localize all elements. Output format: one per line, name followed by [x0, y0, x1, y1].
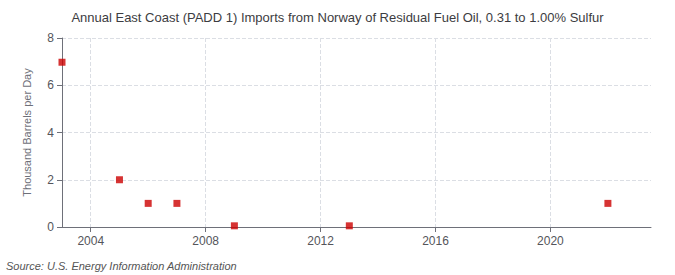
- svg-text:6: 6: [47, 78, 54, 92]
- svg-text:2020: 2020: [537, 234, 564, 248]
- svg-text:2016: 2016: [422, 234, 449, 248]
- svg-text:0: 0: [47, 220, 54, 234]
- svg-text:Annual East Coast (PADD 1) Imp: Annual East Coast (PADD 1) Imports from …: [71, 10, 604, 25]
- svg-text:Thousand Barrels per Day: Thousand Barrels per Day: [21, 68, 33, 197]
- svg-text:4: 4: [47, 126, 54, 140]
- svg-text:2012: 2012: [307, 234, 334, 248]
- svg-text:Source: U.S. Energy Informatio: Source: U.S. Energy Information Administ…: [6, 260, 237, 272]
- svg-text:2008: 2008: [192, 234, 219, 248]
- svg-text:2: 2: [47, 173, 54, 187]
- svg-text:8: 8: [47, 31, 54, 45]
- svg-text:2004: 2004: [77, 234, 104, 248]
